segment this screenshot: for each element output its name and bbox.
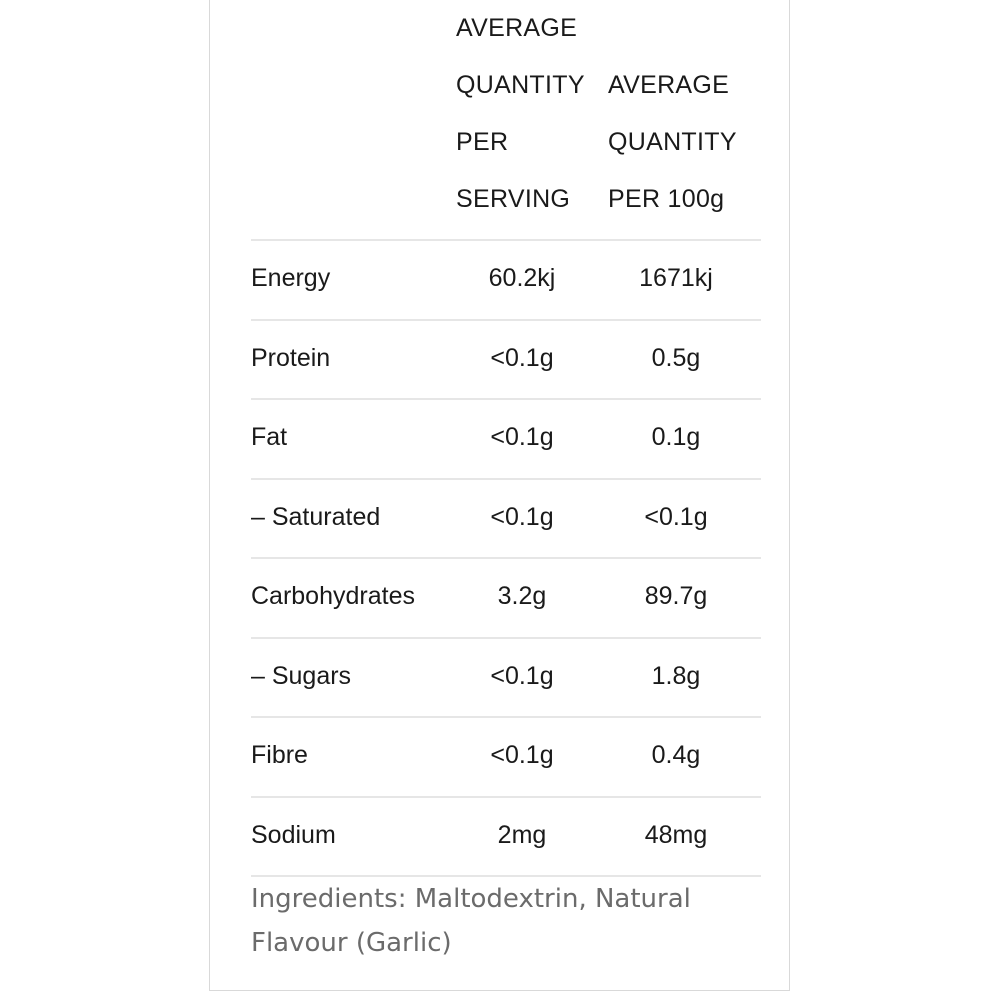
per-100g-value: 89.7g <box>644 582 708 610</box>
nutrition-panel: AVERAGE QUANTITY PER SERVING AVERAGE QUA… <box>209 0 790 991</box>
per-100g-value: 0.1g <box>651 423 701 451</box>
nutrient-label: Energy <box>251 264 331 292</box>
per-100g-value: 0.4g <box>651 741 701 769</box>
per-serving-value: <0.1g <box>490 741 554 769</box>
table-row: Fat <0.1g 0.1g <box>251 400 761 478</box>
per-serving-value: <0.1g <box>490 423 554 451</box>
header-line: AVERAGE <box>608 71 730 99</box>
row-divider <box>251 557 761 559</box>
per-serving-value: <0.1g <box>490 503 554 531</box>
header-line: QUANTITY <box>608 128 737 156</box>
header-line: SERVING <box>456 185 571 213</box>
row-divider <box>251 319 761 321</box>
row-divider <box>251 875 761 877</box>
nutrient-label: – Sugars <box>251 662 352 690</box>
per-100g-value: 1671kj <box>639 264 713 292</box>
header-line: PER <box>456 128 509 156</box>
nutrient-label: – Saturated <box>251 503 381 531</box>
nutrient-label: Protein <box>251 344 331 372</box>
table-row: Protein <0.1g 0.5g <box>251 321 761 399</box>
row-divider <box>251 398 761 400</box>
per-serving-value: 2mg <box>497 821 547 849</box>
table-row: Energy 60.2kj 1671kj <box>251 241 761 319</box>
table-row: Carbohydrates 3.2g 89.7g <box>251 559 761 637</box>
per-100g-value: 1.8g <box>651 662 701 690</box>
row-divider <box>251 239 761 241</box>
per-100g-value: 48mg <box>644 821 708 849</box>
nutrient-label: Carbohydrates <box>251 582 415 610</box>
table-row: Sodium 2mg 48mg <box>251 798 761 876</box>
row-divider <box>251 796 761 798</box>
per-100g-value: <0.1g <box>644 503 708 531</box>
header-per-serving: AVERAGE QUANTITY PER SERVING <box>456 0 585 228</box>
per-serving-value: <0.1g <box>490 344 554 372</box>
per-100g-value: 0.5g <box>651 344 701 372</box>
header-line: PER 100g <box>608 185 725 213</box>
nutrient-label: Fibre <box>251 741 308 769</box>
row-divider <box>251 478 761 480</box>
row-divider <box>251 716 761 718</box>
ingredients-text: Ingredients: Maltodextrin, Natural Flavo… <box>251 884 691 958</box>
table-header: AVERAGE QUANTITY PER SERVING AVERAGE QUA… <box>210 0 791 239</box>
nutrient-label: Fat <box>251 423 288 451</box>
table-row: – Sugars <0.1g 1.8g <box>251 639 761 717</box>
per-serving-value: <0.1g <box>490 662 554 690</box>
table-row: Fibre <0.1g 0.4g <box>251 718 761 796</box>
header-line: AVERAGE <box>456 14 578 42</box>
row-divider <box>251 637 761 639</box>
per-serving-value: 3.2g <box>497 582 547 610</box>
header-line: QUANTITY <box>456 71 585 99</box>
nutrient-label: Sodium <box>251 821 336 849</box>
table-row: – Saturated <0.1g <0.1g <box>251 480 761 558</box>
header-per-100g: AVERAGE QUANTITY PER 100g <box>608 57 737 228</box>
per-serving-value: 60.2kj <box>488 264 556 292</box>
